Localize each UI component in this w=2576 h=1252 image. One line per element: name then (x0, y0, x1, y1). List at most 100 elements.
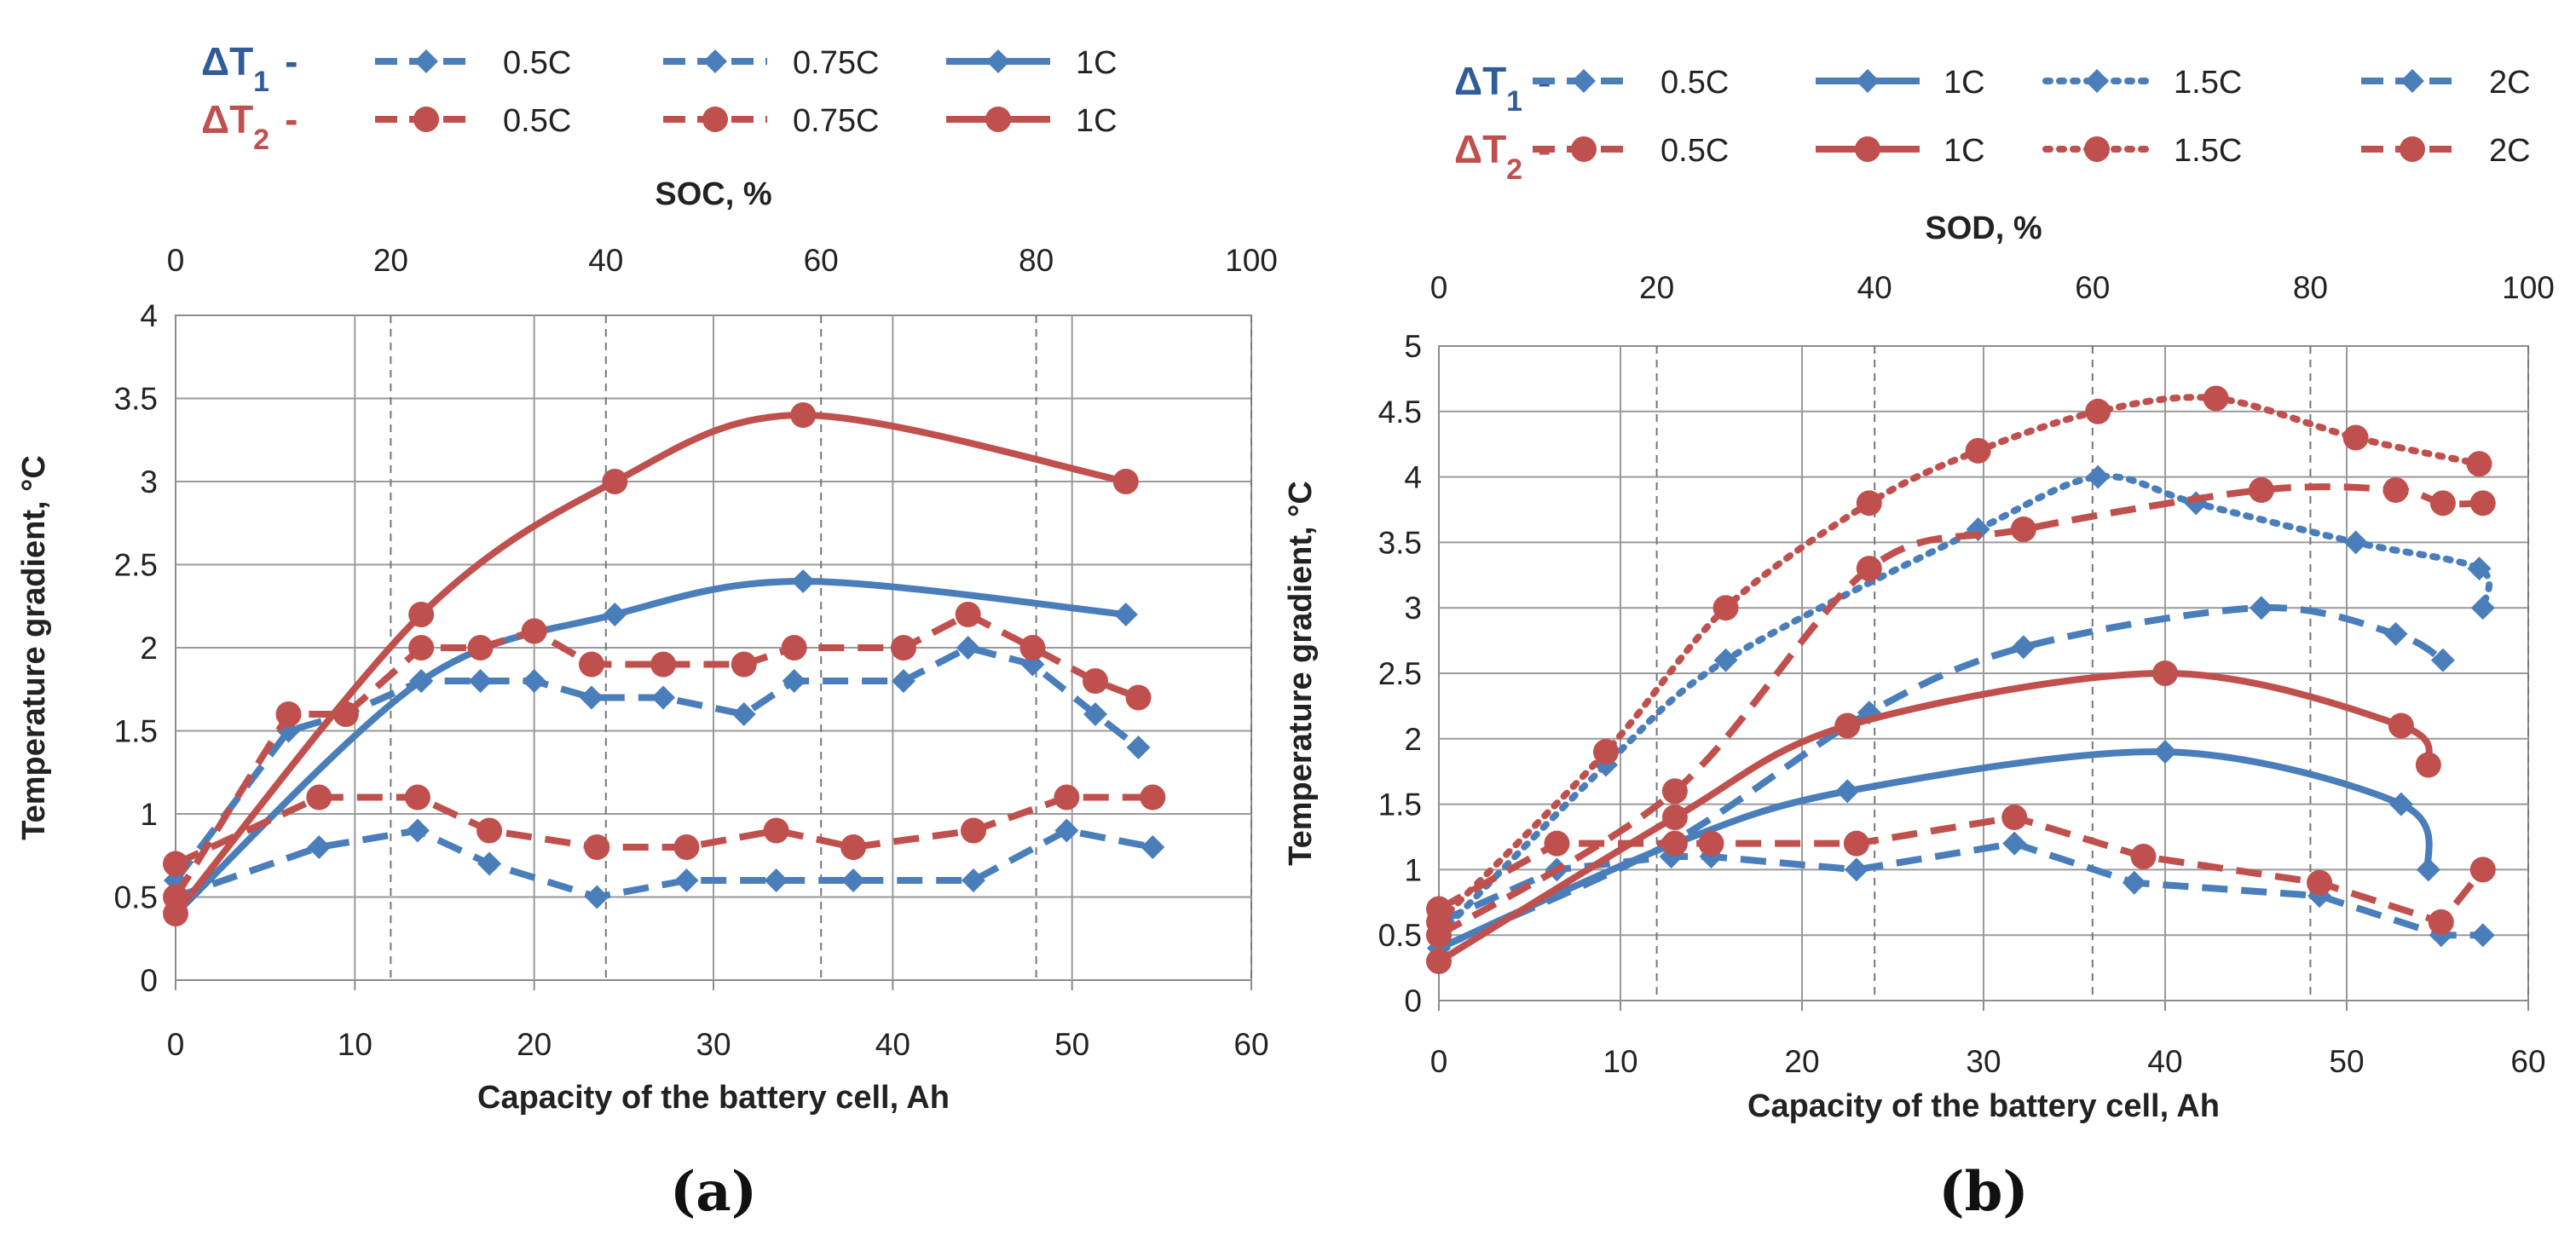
x2-tick-label: 60 (804, 243, 839, 278)
y-tick-label: 1.5 (1378, 788, 1422, 822)
data-point (2010, 516, 2036, 543)
x2-tick-label: 0 (1430, 270, 1448, 305)
y-tick-label: 2.5 (114, 548, 158, 583)
data-point (2469, 857, 2496, 883)
x2-tick-label: 0 (167, 243, 185, 278)
series-line (1436, 670, 2433, 965)
x2-axis-title: SOD, % (1925, 211, 2042, 246)
data-point (521, 618, 547, 644)
series--T2-1.5C (1426, 385, 2492, 935)
data-point (468, 669, 493, 693)
y-tick-label: 3.5 (1378, 525, 1422, 560)
data-point (1661, 830, 1688, 857)
data-point (763, 817, 789, 844)
data-point (522, 669, 546, 693)
data-point (791, 569, 816, 593)
data-point (1112, 469, 1139, 494)
x-tick-label: 50 (2329, 1044, 2364, 1079)
data-point (275, 701, 302, 727)
legend-dt2-label: ΔT2- (201, 97, 297, 156)
y-tick-label: 1 (140, 797, 158, 832)
y-axis-title: Temperature gradient, °C (1283, 481, 1319, 866)
data-point (2430, 648, 2455, 672)
legend-dt2-symbol: ΔT (201, 97, 253, 141)
data-point (1019, 635, 1046, 661)
data-point (2002, 831, 2027, 856)
y-tick-label: 2.5 (1378, 656, 1422, 691)
legend-entry-label: 0.75C (793, 103, 879, 139)
data-point (960, 817, 986, 844)
y-tick-label: 3.5 (114, 382, 158, 417)
y-tick-label: 0 (1404, 984, 1422, 1018)
legend-dt1-subscript: 1 (253, 66, 269, 98)
data-point (2152, 661, 2178, 686)
data-point (955, 602, 981, 627)
legend-swatch-marker (703, 49, 727, 73)
data-point (956, 636, 980, 660)
legend-entry-label: 1.5C (2174, 65, 2242, 101)
data-point (1054, 818, 1079, 843)
data-point (307, 835, 332, 859)
x-axis-title: Capacity of the battery cell, Ah (1747, 1088, 2220, 1124)
data-point (2248, 476, 2274, 503)
data-point (731, 702, 756, 726)
data-point (1113, 603, 1138, 626)
data-point (841, 868, 866, 892)
x2-tick-label: 80 (2293, 270, 2328, 305)
legend-entry-label: 1C (1076, 103, 1118, 139)
data-point (1141, 835, 1165, 859)
x2-tick-label: 40 (1857, 270, 1892, 305)
legend-dt2-label: ΔT2- (1454, 127, 1551, 186)
legend-entry-label: 1.5C (2174, 133, 2242, 169)
y-tick-label: 4 (140, 298, 158, 333)
legend-dash: - (285, 97, 297, 141)
data-point (2469, 490, 2496, 516)
data-point (2388, 792, 2413, 816)
data-point (578, 651, 604, 678)
legend-entry-label: 0.75C (793, 45, 879, 81)
x-tick-label: 30 (696, 1027, 731, 1062)
x2-tick-label: 40 (588, 243, 623, 278)
series--T2-1C (163, 402, 1139, 926)
x-tick-label: 20 (1784, 1044, 1819, 1079)
x-tick-label: 10 (1603, 1044, 1637, 1079)
data-point (2470, 923, 2495, 948)
data-point (2342, 424, 2369, 451)
legend-dt1-symbol: ΔT (201, 39, 253, 84)
data-point (1843, 830, 1869, 857)
data-point (840, 834, 867, 860)
data-point (1713, 595, 1739, 621)
y-tick-label: 0.5 (114, 880, 158, 915)
data-point (306, 784, 332, 811)
legend-swatch-marker (1572, 69, 1596, 93)
legend-swatch-marker (1571, 136, 1597, 162)
series-line (1435, 472, 2493, 939)
x2-axis-title: SOC, % (655, 176, 771, 212)
legend-entry-label: 1C (1076, 45, 1118, 81)
data-point (2383, 621, 2408, 646)
series--T2-0.5C (163, 784, 1166, 877)
x2-tick-label: 100 (2502, 270, 2555, 305)
data-point (409, 669, 434, 693)
data-point (1661, 778, 1688, 805)
panel-a: 00.511.522.533.540 10 20 30 40 50 600 20 40 60 80 1… (16, 39, 1278, 1224)
data-point (408, 602, 435, 627)
data-point (408, 635, 435, 661)
data-point (1426, 948, 1452, 974)
legend-entry-label: 0.5C (503, 45, 571, 81)
data-point (603, 603, 627, 626)
legend-dt1-symbol: ΔT (1454, 59, 1506, 103)
y-tick-label: 0.5 (1378, 918, 1422, 953)
series-line (172, 611, 1140, 899)
data-point (602, 469, 628, 494)
data-point (2383, 476, 2409, 503)
legend-swatch-marker (2400, 69, 2424, 93)
legend-swatch-marker (2084, 136, 2110, 162)
data-point (163, 901, 188, 926)
series-line (1435, 394, 2483, 926)
data-point (782, 669, 806, 693)
x-tick-label: 20 (517, 1027, 552, 1062)
legend-dt1-label: ΔT1- (1454, 59, 1551, 118)
data-point (2086, 464, 2111, 489)
